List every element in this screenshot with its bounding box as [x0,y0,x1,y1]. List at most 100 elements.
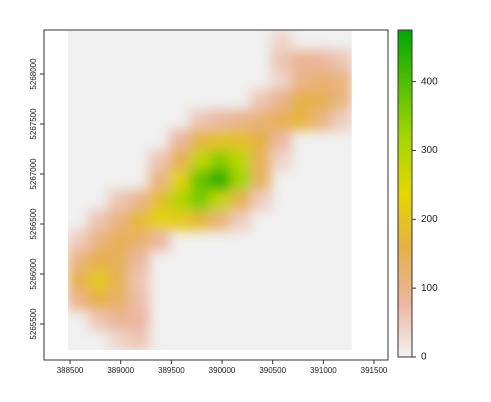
raster-cell [128,290,150,311]
raster-cell [128,230,150,251]
raster-cell [250,130,272,151]
raster-cell [250,110,272,131]
raster-cell [230,170,251,191]
raster-cell [68,250,89,271]
y-tick-label: 5267000 [29,158,38,190]
plot-frame [43,29,389,361]
axes: 388500 389000 389500 390000 390500 391000 3915… [29,29,389,375]
raster-cell [209,190,231,211]
y-tick-label: 5265500 [29,308,38,340]
x-tick-label: 390500 [259,366,286,375]
raster-cell [230,110,251,131]
raster-cell [88,290,110,311]
raster-cell [169,210,191,231]
raster-cell [209,110,231,131]
colorbar-tick-label: 100 [421,283,438,294]
raster-cell [128,250,150,271]
raster-cell [331,70,352,91]
raster-cell [270,70,292,91]
raster-cell [209,210,231,231]
raster-cell [230,150,251,171]
raster-cell [68,290,89,311]
raster-cell [331,110,352,131]
raster-cell [250,170,272,191]
raster-cell [250,150,272,171]
raster-cell [250,190,272,211]
raster-cell [331,50,352,71]
raster-cell [88,230,110,251]
raster-cell [209,130,231,151]
raster-cell [270,130,292,151]
raster-cell [331,90,352,111]
raster-cell [108,210,130,231]
colorbar-tick-label: 300 [421,145,438,156]
raster-cell [189,130,211,151]
raster-cell [311,90,332,111]
raster-cell [88,210,110,231]
raster-cell [270,150,292,171]
raster-cell [169,170,191,191]
raster-cell [270,50,292,71]
raster-cell [128,330,150,350]
raster-cell [311,110,332,131]
y-tick-label: 5266500 [29,208,38,240]
raster-cell [189,190,211,211]
raster-cell [149,190,170,211]
y-tick-label: 5267500 [29,108,38,140]
raster-cell [270,110,292,131]
raster-cell [68,230,89,251]
raster-cell [189,210,211,231]
raster-cell [128,190,150,211]
raster-cell [108,230,130,251]
x-tick-label: 389000 [107,366,134,375]
x-tick-label: 389500 [158,366,185,375]
raster-cell [128,270,150,291]
raster-cell [311,50,332,71]
raster-cell [250,90,272,111]
raster-cell [108,250,130,271]
raster-cell [209,150,231,171]
raster-cell [149,210,170,231]
plot-area [68,30,352,350]
raster-cell [149,230,170,251]
raster-cell [88,310,110,331]
raster-cell [230,210,251,231]
raster-cell [290,110,312,131]
raster-cell [108,330,130,350]
raster-cell [290,90,312,111]
raster-cell [169,190,191,211]
raster-cell [189,170,211,191]
raster-cell [68,270,89,291]
x-tick-label: 391500 [361,366,388,375]
raster-cell [270,90,292,111]
raster-cell [270,30,292,51]
colorbar-scale [397,29,413,358]
raster-cell [88,270,110,291]
raster-cell [108,270,130,291]
raster-cells [68,30,352,350]
raster-cell [108,290,130,311]
raster-cell [149,170,170,191]
y-tick-label: 5266000 [29,258,38,290]
colorbar-tick-label: 0 [421,352,427,363]
x-tick-label: 390000 [209,366,236,375]
raster-cell [230,190,251,211]
raster-clip [68,30,352,350]
colorbar: 0 100 200 300 400 [397,29,438,363]
raster-cell [169,130,191,151]
raster-cell [88,250,110,271]
raster-cell [311,70,332,91]
raster-cell [128,210,150,231]
x-tick-label: 391000 [310,366,337,375]
raster-cell [108,190,130,211]
raster-cell [189,110,211,131]
raster-cell [128,310,150,331]
raster-cell [189,150,211,171]
raster-cell [230,130,251,151]
raster-cell [149,150,170,171]
raster-cell [290,70,312,91]
raster-cell [209,170,231,191]
raster-cell [169,150,191,171]
raster-cell [290,50,312,71]
